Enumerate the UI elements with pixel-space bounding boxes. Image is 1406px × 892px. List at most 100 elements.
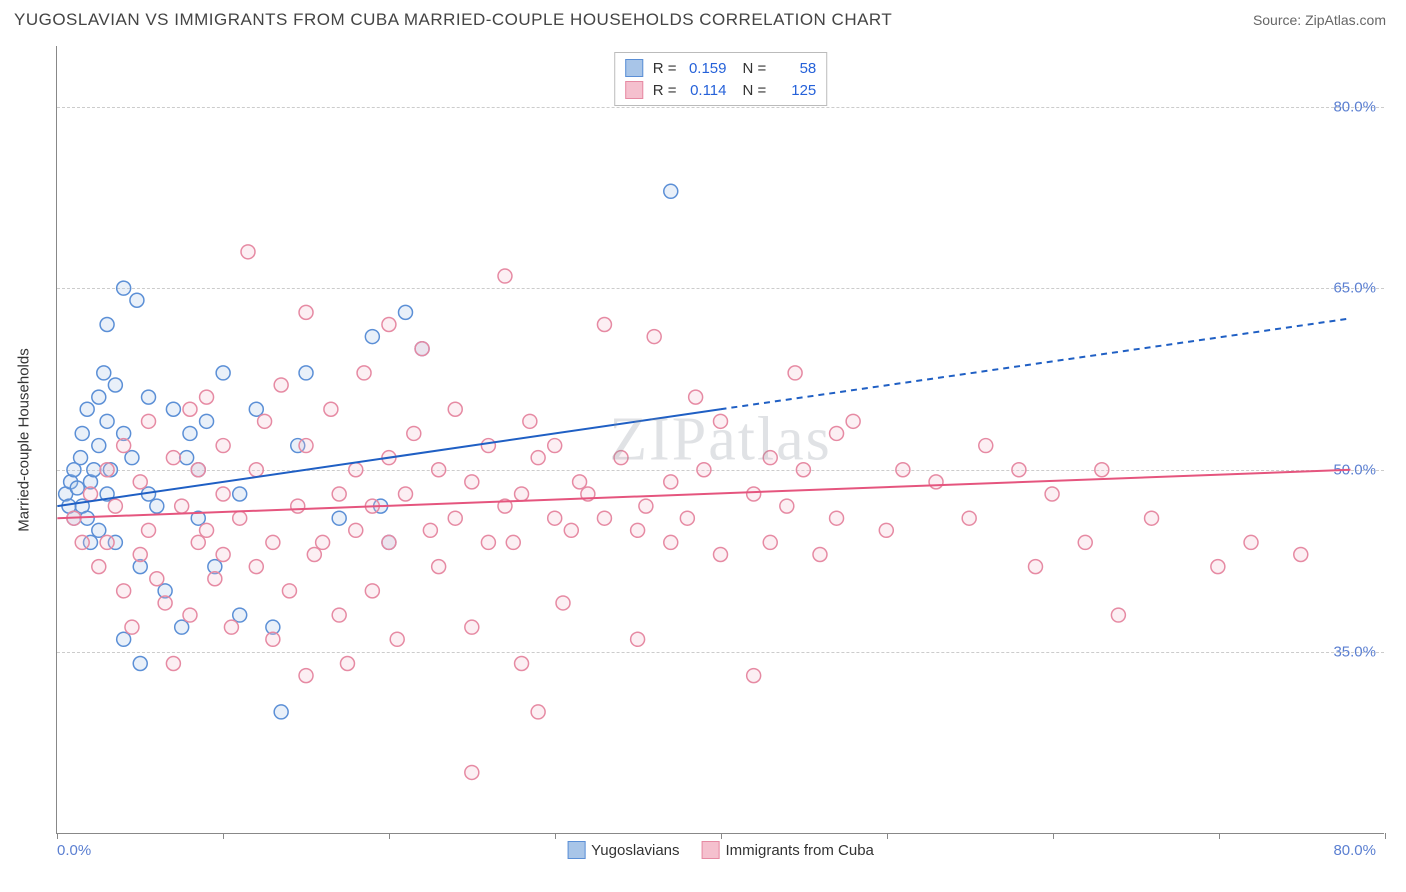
scatter-point-cuba: [1294, 548, 1308, 562]
scatter-point-cuba: [556, 596, 570, 610]
scatter-point-cuba: [183, 402, 197, 416]
scatter-point-cuba: [432, 463, 446, 477]
scatter-point-cuba: [208, 572, 222, 586]
scatter-point-cuba: [175, 499, 189, 513]
scatter-point-cuba: [680, 511, 694, 525]
n-value-cuba: 125: [772, 82, 816, 99]
scatter-point-cuba: [299, 305, 313, 319]
scatter-point-yugoslavians: [664, 184, 678, 198]
scatter-point-cuba: [747, 487, 761, 501]
x-axis-min-label: 0.0%: [57, 842, 91, 859]
scatter-point-cuba: [979, 439, 993, 453]
n-value-yugoslavians: 58: [772, 60, 816, 77]
y-axis-label: Married-couple Households: [16, 348, 33, 531]
scatter-point-cuba: [241, 245, 255, 259]
scatter-point-yugoslavians: [92, 390, 106, 404]
scatter-point-cuba: [158, 596, 172, 610]
scatter-point-cuba: [316, 535, 330, 549]
legend-swatch-cuba: [702, 841, 720, 859]
scatter-point-cuba: [1078, 535, 1092, 549]
scatter-point-yugoslavians: [183, 426, 197, 440]
scatter-point-cuba: [830, 511, 844, 525]
scatter-point-cuba: [1029, 560, 1043, 574]
x-tick: [1219, 833, 1220, 839]
scatter-point-cuba: [796, 463, 810, 477]
scatter-point-cuba: [830, 426, 844, 440]
scatter-point-cuba: [349, 463, 363, 477]
scatter-point-yugoslavians: [399, 305, 413, 319]
scatter-point-cuba: [100, 463, 114, 477]
scatter-point-cuba: [282, 584, 296, 598]
scatter-point-yugoslavians: [200, 414, 214, 428]
scatter-point-cuba: [664, 475, 678, 489]
x-tick: [721, 833, 722, 839]
scatter-point-cuba: [224, 620, 238, 634]
scatter-point-cuba: [133, 475, 147, 489]
scatter-point-cuba: [200, 523, 214, 537]
scatter-point-cuba: [117, 439, 131, 453]
scatter-point-cuba: [274, 378, 288, 392]
scatter-point-cuba: [200, 390, 214, 404]
scatter-point-cuba: [465, 765, 479, 779]
scatter-point-yugoslavians: [75, 426, 89, 440]
x-axis-max-label: 80.0%: [1333, 842, 1376, 859]
scatter-point-yugoslavians: [365, 330, 379, 344]
stats-legend-box: R =0.159N =58R =0.114N =125: [614, 52, 828, 106]
scatter-point-cuba: [639, 499, 653, 513]
scatter-point-yugoslavians: [249, 402, 263, 416]
scatter-point-cuba: [92, 560, 106, 574]
scatter-point-yugoslavians: [175, 620, 189, 634]
scatter-point-cuba: [399, 487, 413, 501]
scatter-point-cuba: [1211, 560, 1225, 574]
scatter-point-cuba: [747, 669, 761, 683]
scatter-point-cuba: [1045, 487, 1059, 501]
scatter-point-cuba: [631, 523, 645, 537]
scatter-point-cuba: [763, 535, 777, 549]
plot-area: ZIPatlas R =0.159N =58R =0.114N =125 0.0…: [56, 46, 1384, 834]
scatter-point-cuba: [962, 511, 976, 525]
scatter-point-cuba: [1145, 511, 1159, 525]
scatter-point-cuba: [266, 535, 280, 549]
scatter-point-cuba: [481, 535, 495, 549]
scatter-point-cuba: [498, 269, 512, 283]
scatter-point-yugoslavians: [87, 463, 101, 477]
scatter-point-cuba: [573, 475, 587, 489]
scatter-point-cuba: [216, 487, 230, 501]
scatter-point-cuba: [448, 511, 462, 525]
scatter-point-cuba: [249, 560, 263, 574]
scatter-point-yugoslavians: [233, 487, 247, 501]
scatter-point-cuba: [332, 608, 346, 622]
scatter-point-yugoslavians: [233, 608, 247, 622]
scatter-point-cuba: [465, 620, 479, 634]
scatter-point-yugoslavians: [299, 366, 313, 380]
scatter-point-cuba: [166, 451, 180, 465]
scatter-point-yugoslavians: [74, 451, 88, 465]
scatter-point-cuba: [382, 535, 396, 549]
stats-row-cuba: R =0.114N =125: [625, 79, 817, 101]
scatter-point-cuba: [142, 523, 156, 537]
scatter-point-yugoslavians: [97, 366, 111, 380]
scatter-point-cuba: [75, 535, 89, 549]
scatter-point-cuba: [299, 669, 313, 683]
scatter-point-yugoslavians: [117, 281, 131, 295]
scatter-point-cuba: [84, 487, 98, 501]
legend-item-yugoslavians: Yugoslavians: [567, 841, 679, 859]
scatter-point-cuba: [166, 657, 180, 671]
scatter-point-cuba: [465, 475, 479, 489]
swatch-yugoslavians: [625, 59, 643, 77]
scatter-point-cuba: [531, 451, 545, 465]
scatter-point-cuba: [481, 439, 495, 453]
scatter-point-cuba: [432, 560, 446, 574]
scatter-point-cuba: [150, 572, 164, 586]
scatter-point-cuba: [531, 705, 545, 719]
scatter-point-cuba: [515, 657, 529, 671]
scatter-point-cuba: [382, 317, 396, 331]
scatter-point-yugoslavians: [92, 523, 106, 537]
scatter-point-yugoslavians: [274, 705, 288, 719]
scatter-point-yugoslavians: [108, 378, 122, 392]
scatter-point-yugoslavians: [80, 402, 94, 416]
scatter-point-cuba: [448, 402, 462, 416]
scatter-point-yugoslavians: [130, 293, 144, 307]
scatter-point-cuba: [307, 548, 321, 562]
scatter-point-cuba: [548, 511, 562, 525]
